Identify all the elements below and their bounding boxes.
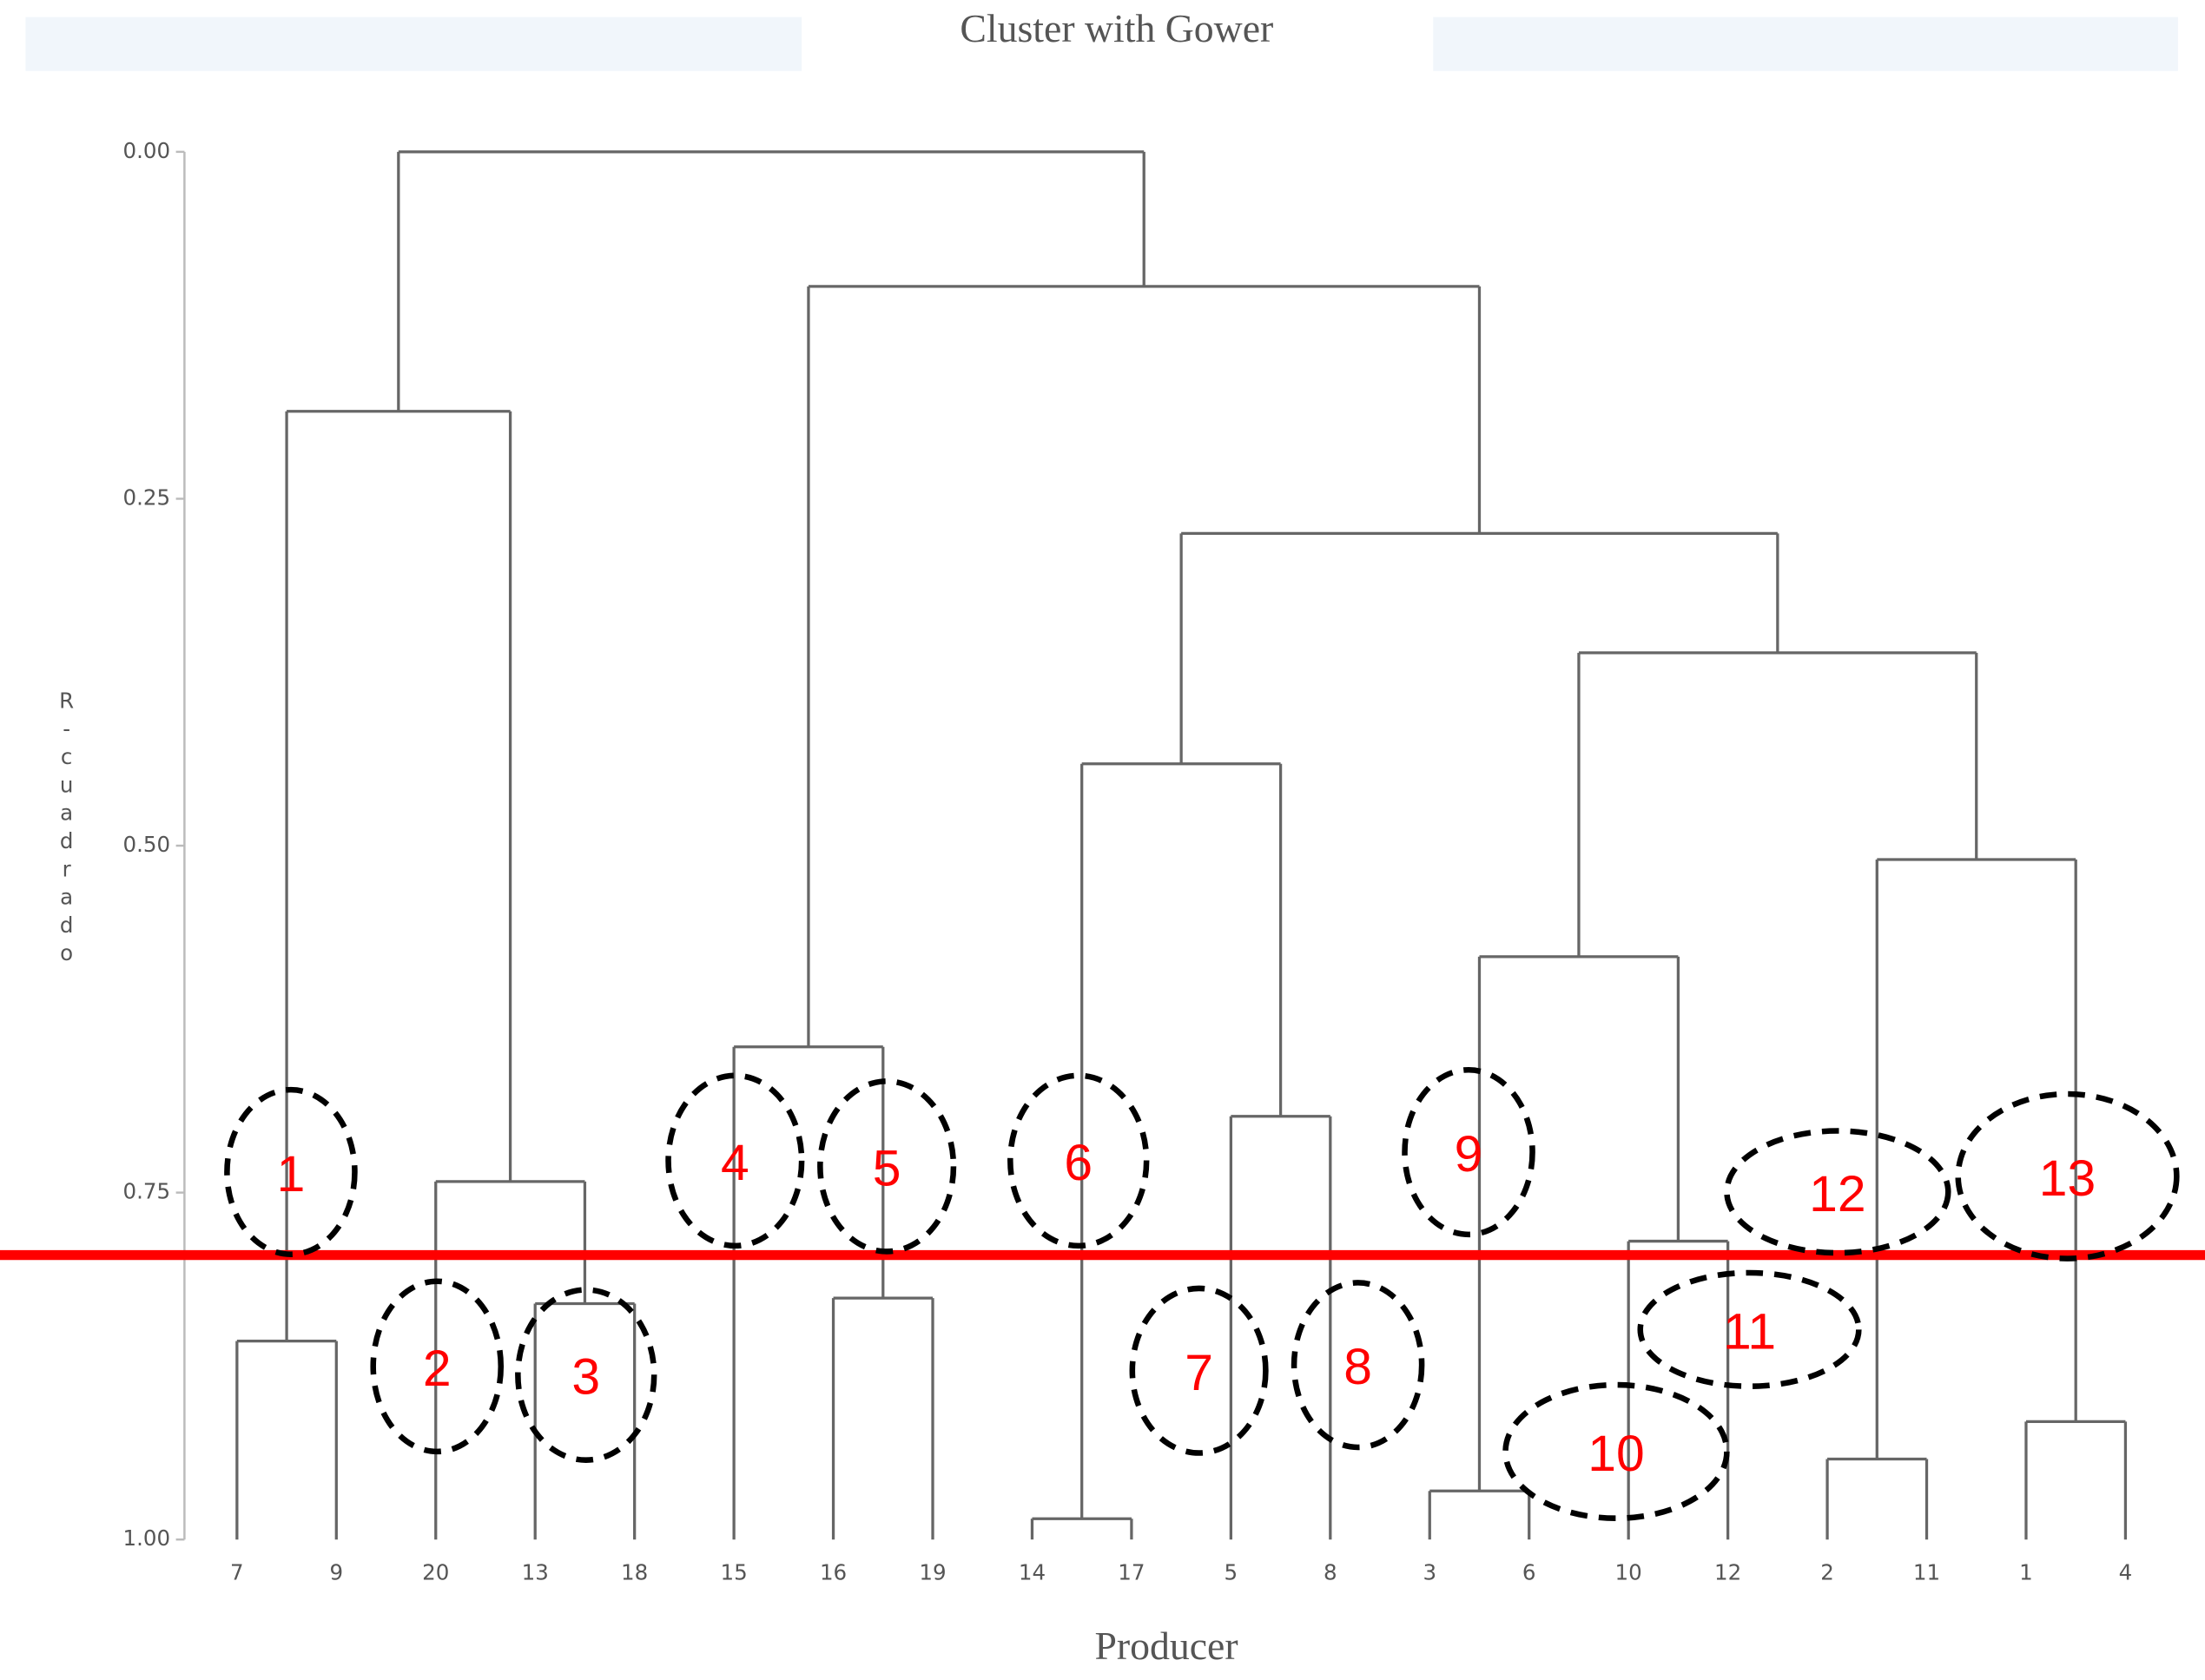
x-tick-label: 16	[820, 1559, 847, 1584]
x-tick-label: 20	[422, 1559, 449, 1584]
annotation-ellipse	[515, 1287, 657, 1463]
x-tick-label: 4	[2119, 1559, 2133, 1584]
x-tick-label: 3	[1423, 1559, 1436, 1584]
x-tick-label: 7	[230, 1559, 244, 1584]
x-axis-label: Producer	[1094, 1624, 1238, 1668]
x-tick-label: 8	[1324, 1559, 1337, 1584]
annotation-label: 10	[1588, 1426, 1644, 1482]
annotation-ellipse	[224, 1086, 358, 1257]
annotation-ellipse	[1724, 1128, 1951, 1256]
header-band	[1433, 16, 2178, 71]
annotation-ellipse	[1291, 1280, 1425, 1451]
annotation-label: 5	[873, 1140, 901, 1196]
annotation-label: 8	[1343, 1339, 1372, 1395]
x-tick-label: 6	[1522, 1559, 1536, 1584]
x-tick-label: 5	[1225, 1559, 1238, 1584]
y-tick-label: 0.25	[123, 484, 171, 510]
x-tick-label: 15	[721, 1559, 748, 1584]
y-tick-label: 0.75	[123, 1179, 171, 1204]
y-axis-label: R-cuadrado	[54, 688, 79, 969]
annotation-label: 4	[721, 1135, 749, 1191]
annotation-label: 6	[1064, 1135, 1093, 1191]
annotation-label: 9	[1455, 1126, 1483, 1183]
x-tick-label: 19	[919, 1559, 946, 1584]
annotation-label: 3	[571, 1349, 600, 1406]
annotation-ellipse	[1955, 1090, 2180, 1262]
x-tick-label: 9	[330, 1559, 344, 1584]
x-tick-label: 10	[1615, 1559, 1642, 1584]
annotation-label: 1	[277, 1146, 306, 1202]
annotation-label: 11	[1723, 1303, 1776, 1360]
header-band	[25, 16, 802, 71]
x-tick-label: 13	[522, 1559, 549, 1584]
annotation-ellipse	[1129, 1285, 1269, 1456]
x-tick-label: 17	[1118, 1559, 1145, 1584]
x-tick-label: 11	[1913, 1559, 1940, 1584]
annotation-ellipse	[1502, 1381, 1730, 1521]
chart-title: Cluster with Gower	[960, 6, 1273, 50]
x-tick-label: 1	[2019, 1559, 2033, 1584]
annotation-ellipse	[1637, 1269, 1862, 1389]
x-tick-label: 14	[1019, 1559, 1046, 1584]
x-tick-label: 2	[1820, 1559, 1834, 1584]
annotation-ellipse	[1402, 1066, 1535, 1238]
x-tick-label: 12	[1714, 1559, 1741, 1584]
annotation-label: 7	[1185, 1345, 1213, 1401]
annotation-ellipse	[817, 1078, 957, 1255]
annotation-label: 13	[2039, 1150, 2096, 1207]
annotation-label: 12	[1809, 1166, 1865, 1222]
y-tick-label: 1.00	[123, 1525, 171, 1551]
x-tick-label: 18	[621, 1559, 648, 1584]
annotation-label: 2	[423, 1341, 452, 1397]
annotation-ellipse	[370, 1278, 505, 1455]
y-tick-label: 0.00	[123, 138, 171, 163]
y-tick-label: 0.50	[123, 832, 171, 857]
